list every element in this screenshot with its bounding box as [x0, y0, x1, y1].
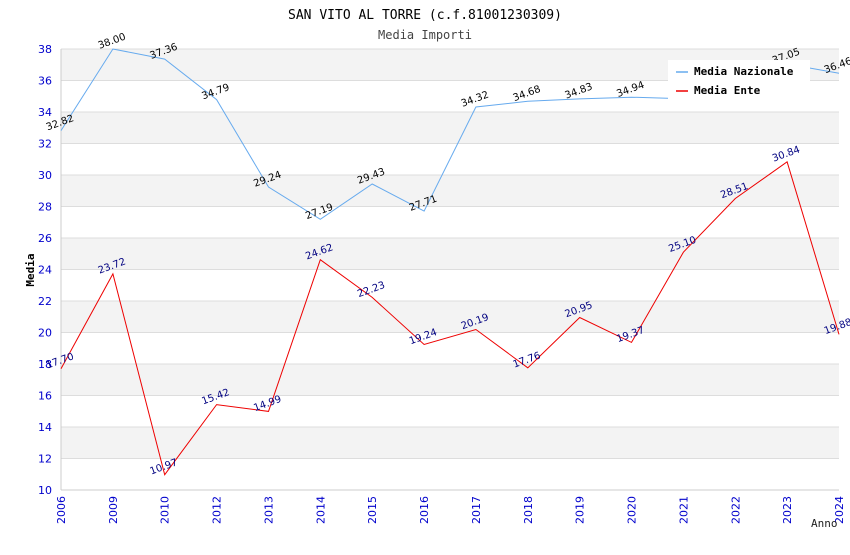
x-tick-label: 2016: [418, 496, 431, 524]
x-tick-label: 2018: [522, 496, 535, 524]
legend: Media Nazionale Media Ente: [668, 60, 810, 101]
grid-band: [61, 364, 839, 396]
y-tick-label: 32: [38, 138, 52, 151]
y-tick-label: 14: [38, 421, 52, 434]
grid-band: [61, 112, 839, 144]
y-axis-label: Media: [24, 253, 37, 286]
y-tick-label: 10: [38, 484, 52, 497]
x-tick-label: 2020: [626, 496, 639, 524]
legend-label-media-nazionale: Media Nazionale: [694, 65, 794, 78]
y-tick-label: 18: [38, 358, 52, 371]
y-tick-label: 20: [38, 327, 52, 340]
x-tick-label: 2022: [729, 496, 742, 524]
grid-band: [61, 427, 839, 459]
grid-bands: [61, 49, 839, 490]
y-tick-label: 34: [38, 106, 52, 119]
y-tick-label: 28: [38, 201, 52, 214]
x-tick-label: 2024: [833, 496, 846, 524]
y-tick-label: 30: [38, 169, 52, 182]
x-tick-label: 2023: [781, 496, 794, 524]
grid-band: [61, 269, 839, 301]
grid-band: [61, 206, 839, 238]
legend-box: [668, 60, 810, 101]
grid-band: [61, 458, 839, 490]
grid-band: [61, 175, 839, 207]
legend-label-media-ente: Media Ente: [694, 84, 761, 97]
grid-band: [61, 332, 839, 364]
x-tick-label: 2012: [211, 496, 224, 524]
grid-band: [61, 301, 839, 333]
grid-band: [61, 395, 839, 427]
x-tick-label: 2014: [314, 496, 327, 524]
y-tick-label: 16: [38, 390, 52, 403]
x-tick-label: 2021: [677, 496, 690, 524]
x-axis-ticks: 2006 2009 2010 2012 2013 2014 2015 2016 2017 2018…: [55, 496, 846, 524]
grid-lines: [60, 48, 839, 491]
x-axis-label: Anno: [811, 517, 838, 530]
x-tick-label: 2010: [159, 496, 172, 524]
series-line-media-ente: [60, 160, 840, 476]
x-tick-label: 2006: [55, 496, 68, 524]
y-tick-label: 26: [38, 232, 52, 245]
y-tick-label: 36: [38, 75, 52, 88]
y-tick-label: 12: [38, 453, 52, 466]
y-tick-label: 38: [38, 43, 52, 56]
x-tick-label: 2017: [470, 496, 483, 524]
grid-band: [61, 238, 839, 270]
y-axis-ticks: 10 12 14 16 18 20 22 24 26 28 30 32 34 36 38: [38, 43, 52, 497]
x-tick-label: 2013: [262, 496, 275, 524]
y-tick-label: 22: [38, 295, 52, 308]
x-tick-label: 2015: [366, 496, 379, 524]
chart-subtitle: Media Importi: [378, 28, 472, 42]
chart-title: SAN VITO AL TORRE (c.f.81001230309): [288, 8, 562, 23]
x-tick-label: 2019: [574, 496, 587, 524]
y-tick-label: 24: [38, 264, 52, 277]
x-tick-label: 2009: [107, 496, 120, 524]
